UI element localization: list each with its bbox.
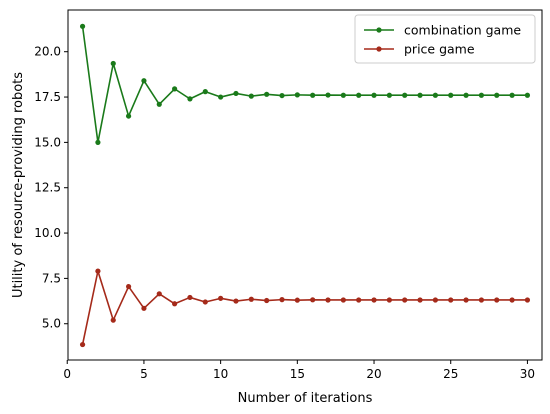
data-point-price-game: [417, 297, 423, 303]
data-point-combination-game: [310, 92, 316, 98]
data-point-combination-game: [172, 86, 178, 92]
legend-marker-combination-game: [376, 27, 382, 33]
data-point-price-game: [463, 297, 469, 303]
data-point-price-game: [279, 297, 285, 303]
data-point-price-game: [371, 297, 377, 303]
data-point-combination-game: [294, 92, 300, 98]
data-point-price-game: [95, 268, 101, 274]
data-point-combination-game: [110, 60, 116, 67]
data-point-price-game: [310, 297, 316, 303]
legend: combination game price game: [354, 14, 536, 64]
series-layer: [79, 23, 531, 348]
data-point-combination-game: [141, 78, 147, 84]
data-point-combination-game: [325, 92, 331, 98]
x-axis-ticks: 0 5 10 15 20 25 30: [63, 360, 535, 381]
data-point-combination-game: [524, 92, 531, 98]
data-point-price-game: [432, 297, 438, 303]
data-point-price-game: [79, 341, 86, 348]
data-point-combination-game: [79, 23, 86, 29]
legend-marker-price-game: [376, 46, 382, 52]
data-point-combination-game: [448, 92, 454, 98]
data-point-price-game: [356, 297, 362, 303]
data-point-combination-game: [371, 92, 377, 98]
data-point-combination-game: [509, 92, 515, 98]
y-axis-ticks: 5.0 7.5 10.0 12.5 15.0 17.5 20.0: [34, 45, 68, 331]
data-point-combination-game: [156, 101, 162, 107]
data-point-combination-game: [95, 139, 101, 145]
data-point-combination-game: [402, 92, 408, 98]
data-point-price-game: [156, 291, 162, 297]
data-point-price-game: [110, 317, 116, 323]
x-tick-label: 10: [213, 367, 228, 381]
y-axis-label: Utility of resource-providing robots: [11, 72, 26, 298]
data-point-combination-game: [478, 92, 485, 98]
x-tick-label: 15: [290, 367, 305, 381]
data-point-combination-game: [356, 92, 362, 98]
data-point-price-game: [125, 283, 132, 290]
x-tick-label: 5: [140, 367, 148, 381]
data-point-price-game: [448, 297, 454, 303]
data-point-price-game: [478, 297, 485, 303]
data-point-price-game: [494, 297, 500, 303]
legend-box: [354, 14, 536, 64]
y-tick-label: 10.0: [34, 226, 61, 240]
y-tick-label: 5.0: [42, 317, 61, 331]
x-tick-label: 30: [520, 367, 535, 381]
data-point-price-game: [402, 297, 408, 303]
y-tick-label: 17.5: [34, 90, 61, 104]
legend-label-price-game: price game: [404, 42, 475, 57]
data-point-price-game: [294, 297, 300, 303]
x-tick-label: 25: [443, 367, 458, 381]
y-tick-label: 12.5: [34, 181, 61, 195]
data-point-combination-game: [386, 92, 392, 98]
data-point-combination-game: [125, 113, 132, 119]
data-point-price-game: [141, 305, 147, 311]
data-point-price-game: [524, 297, 531, 303]
data-point-price-game: [233, 298, 239, 304]
data-point-combination-game: [340, 92, 346, 98]
y-tick-label: 15.0: [34, 135, 61, 149]
y-tick-label: 7.5: [42, 271, 61, 285]
x-tick-label: 20: [366, 367, 381, 381]
data-point-price-game: [264, 297, 270, 304]
data-point-price-game: [509, 297, 515, 303]
data-point-combination-game: [264, 91, 270, 97]
data-point-price-game: [187, 294, 193, 301]
data-point-price-game: [325, 297, 331, 303]
legend-label-combination-game: combination game: [404, 23, 521, 38]
data-point-price-game: [202, 299, 208, 305]
data-point-combination-game: [417, 92, 423, 98]
data-point-price-game: [340, 297, 346, 303]
data-point-combination-game: [248, 93, 254, 99]
x-axis-label: Number of iterations: [238, 391, 373, 406]
data-point-combination-game: [218, 94, 224, 100]
data-point-combination-game: [202, 89, 208, 95]
data-point-combination-game: [233, 90, 239, 97]
data-point-price-game: [248, 296, 254, 302]
data-point-combination-game: [187, 96, 193, 102]
data-point-price-game: [218, 295, 224, 301]
y-tick-label: 20.0: [34, 45, 61, 59]
data-point-combination-game: [432, 92, 438, 98]
data-point-price-game: [172, 301, 178, 307]
x-tick-label: 0: [63, 367, 71, 381]
data-point-combination-game: [463, 92, 469, 98]
plot-area: [67, 9, 543, 361]
data-point-combination-game: [279, 92, 285, 99]
data-point-combination-game: [494, 92, 500, 98]
data-point-price-game: [386, 297, 392, 303]
